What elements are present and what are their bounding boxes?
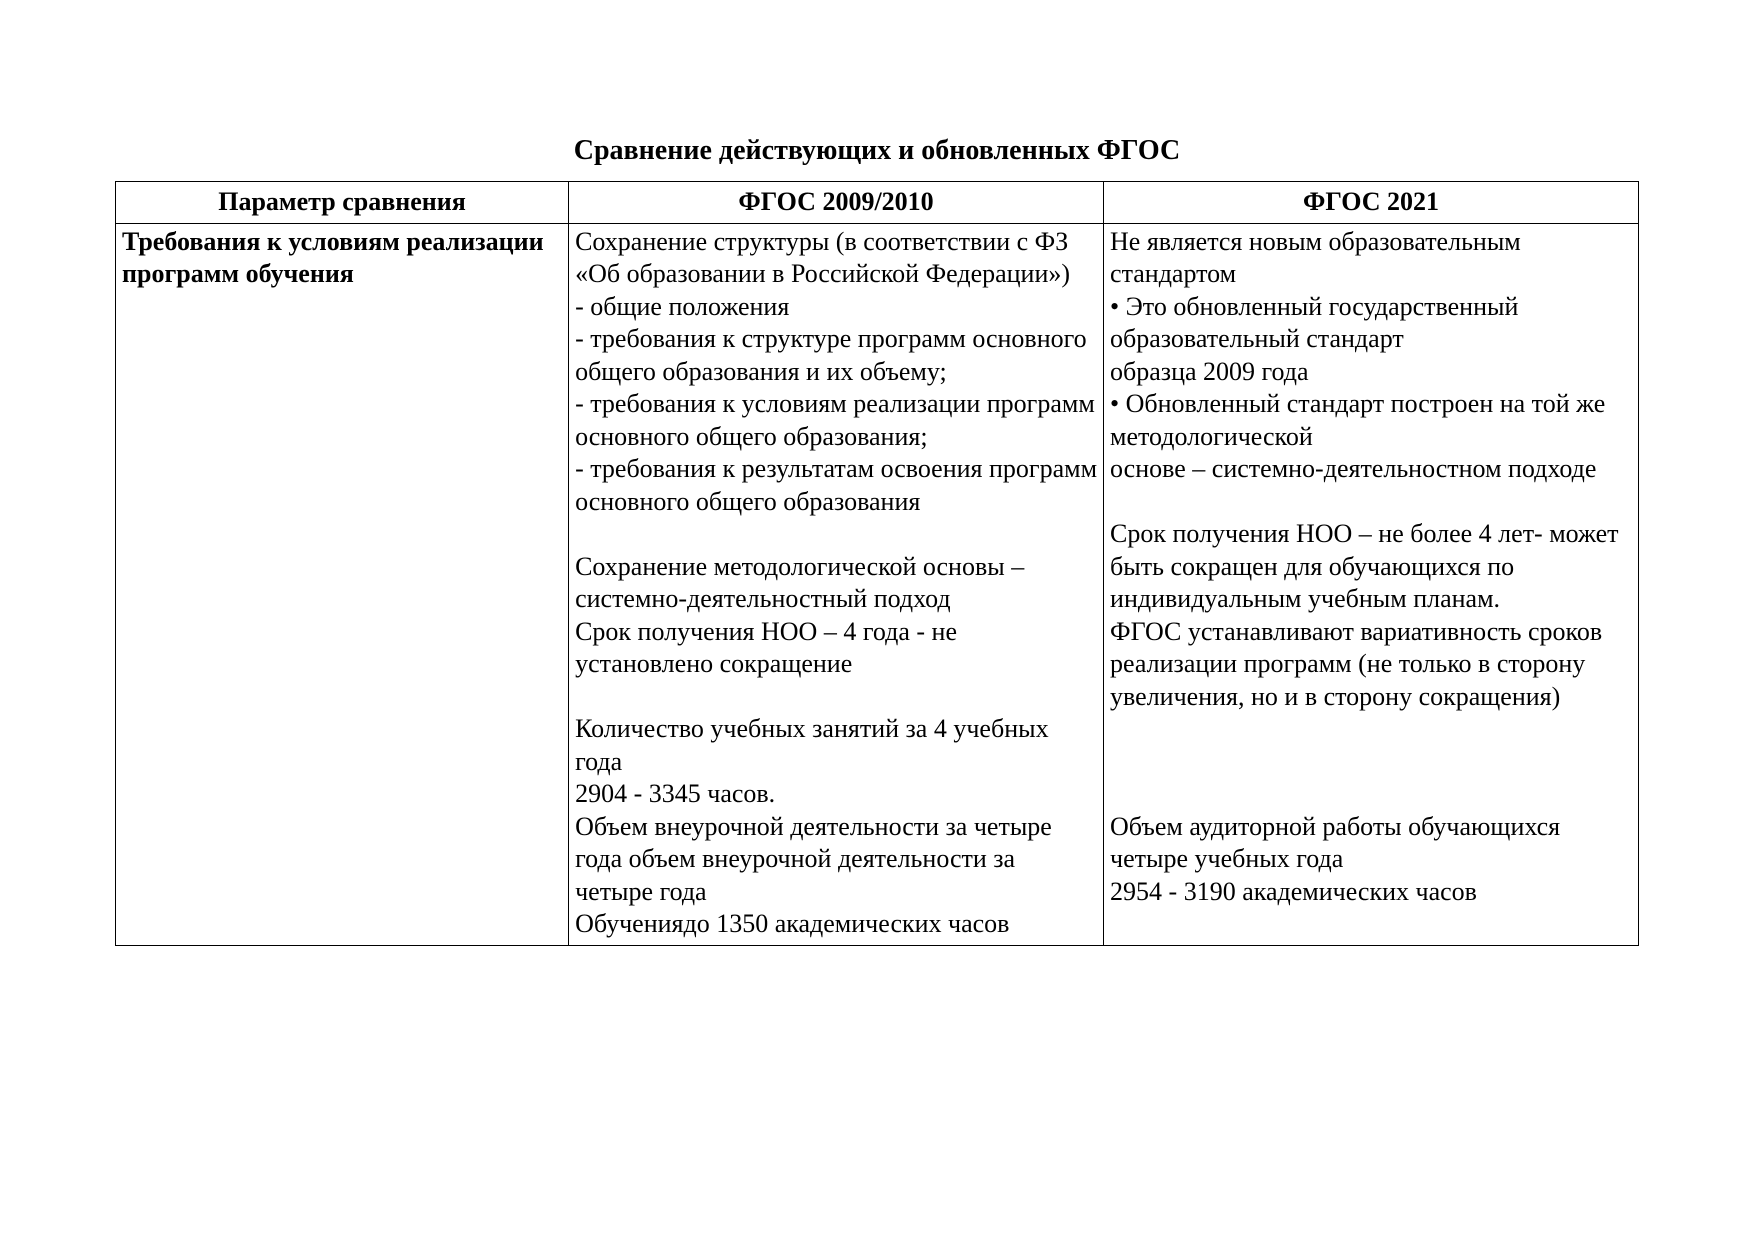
new-p5: основе – системно-деятельностном подходе: [1110, 453, 1632, 486]
col-header-param: Параметр сравнения: [116, 182, 569, 224]
old-cell: Сохранение структуры (в соответствии с Ф…: [569, 223, 1104, 945]
table-header-row: Параметр сравнения ФГОС 2009/2010 ФГОС 2…: [116, 182, 1639, 224]
new-p6: Срок получения НОО – не более 4 лет- мож…: [1110, 518, 1632, 616]
new-p10: 2954 - 3190 академических часов: [1110, 876, 1632, 909]
new-p8: Объем аудиторной работы обучающихся: [1110, 811, 1632, 844]
new-p4: • Обновленный стандарт построен на той ж…: [1110, 388, 1632, 453]
old-p3: - требования к структуре программ основн…: [575, 323, 1097, 388]
new-p9: четыре учебных года: [1110, 843, 1632, 876]
blank-line: [1110, 486, 1632, 519]
page-title: Сравнение действующих и обновленных ФГОС: [115, 135, 1639, 167]
old-p5: - требования к результатам освоения прог…: [575, 453, 1097, 518]
blank-line: [575, 518, 1097, 551]
old-p8: Количество учебных занятий за 4 учебных …: [575, 713, 1097, 778]
old-p11: Обучениядо 1350 академических часов: [575, 908, 1097, 941]
col-header-new: ФГОС 2021: [1104, 182, 1639, 224]
blank-line: [1110, 746, 1632, 779]
old-p2: - общие положения: [575, 291, 1097, 324]
old-p4: - требования к условиям реализации прогр…: [575, 388, 1097, 453]
comparison-table: Параметр сравнения ФГОС 2009/2010 ФГОС 2…: [115, 181, 1639, 946]
new-p3: образца 2009 года: [1110, 356, 1632, 389]
blank-line: [1110, 778, 1632, 811]
new-p2: • Это обновленный государственный образо…: [1110, 291, 1632, 356]
old-p1: Сохранение структуры (в соответствии с Ф…: [575, 226, 1097, 291]
new-cell: Не является новым образовательным станда…: [1104, 223, 1639, 945]
document-page: Сравнение действующих и обновленных ФГОС…: [0, 0, 1754, 946]
param-text: Требования к условиям реализации програм…: [122, 226, 562, 291]
table-row: Требования к условиям реализации програм…: [116, 223, 1639, 945]
new-p1: Не является новым образовательным станда…: [1110, 226, 1632, 291]
col-header-old: ФГОС 2009/2010: [569, 182, 1104, 224]
old-p9: 2904 - 3345 часов.: [575, 778, 1097, 811]
new-p7: ФГОС устанавливают вариативность сроков …: [1110, 616, 1632, 714]
old-p6: Сохранение методологической основы – сис…: [575, 551, 1097, 616]
blank-line: [575, 681, 1097, 714]
old-p7: Срок получения НОО – 4 года - не установ…: [575, 616, 1097, 681]
param-cell: Требования к условиям реализации програм…: [116, 223, 569, 945]
old-p10: Объем внеурочной деятельности за четыре …: [575, 811, 1097, 909]
blank-line: [1110, 713, 1632, 746]
